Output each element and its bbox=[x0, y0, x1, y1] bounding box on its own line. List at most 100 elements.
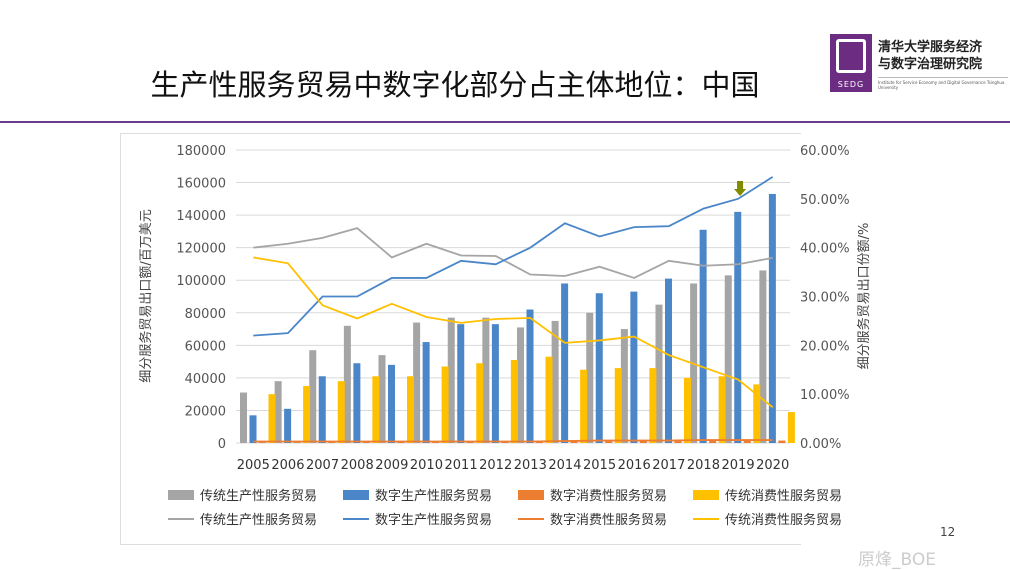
legend-label: 数字消费性服务贸易 bbox=[550, 488, 667, 504]
x-tick-label: 2017 bbox=[652, 458, 685, 473]
x-tick-label: 2018 bbox=[687, 458, 720, 473]
x-tick-label: 2020 bbox=[756, 458, 789, 473]
bar-3 bbox=[476, 363, 484, 443]
bar-1 bbox=[318, 376, 326, 443]
x-tick-label: 2012 bbox=[479, 458, 512, 473]
y2-tick-label: 0.00% bbox=[800, 437, 841, 452]
arrow-annotation bbox=[734, 181, 747, 196]
bar-0 bbox=[620, 329, 628, 443]
legend-label: 数字生产性服务贸易 bbox=[375, 512, 492, 528]
y-tick-label: 0 bbox=[218, 437, 226, 452]
x-tick-label: 2015 bbox=[583, 458, 616, 473]
bar-3 bbox=[545, 356, 553, 443]
bar-3 bbox=[407, 376, 414, 443]
bar-3 bbox=[372, 376, 380, 443]
y2-tick-label: 40.00% bbox=[800, 242, 850, 257]
x-tick-label: 2008 bbox=[341, 458, 374, 473]
bar-2 bbox=[743, 440, 751, 443]
bar-3 bbox=[753, 384, 761, 443]
y2-tick-label: 10.00% bbox=[800, 388, 850, 403]
legend-bar-swatch bbox=[168, 490, 194, 500]
legend-label: 数字生产性服务贸易 bbox=[375, 488, 492, 504]
x-tick-label: 2014 bbox=[548, 458, 581, 473]
x-tick-label: 2013 bbox=[514, 458, 547, 473]
bar-1 bbox=[526, 309, 534, 443]
y2-tick-label: 50.00% bbox=[800, 193, 850, 208]
y2-tick-label: 60.00% bbox=[800, 144, 850, 159]
org-name-line1: 清华大学服务经济 bbox=[878, 40, 983, 55]
bar-3 bbox=[337, 381, 345, 443]
bar-0 bbox=[482, 317, 490, 443]
bar-1 bbox=[284, 408, 292, 443]
x-tick-label: 2011 bbox=[445, 458, 478, 473]
bar-2 bbox=[674, 441, 682, 443]
bar-3 bbox=[649, 368, 657, 443]
x-tick-label: 2016 bbox=[618, 458, 651, 473]
bar-3 bbox=[614, 368, 622, 443]
legend-bar-swatch bbox=[343, 490, 369, 500]
y-tick-label: 40000 bbox=[185, 372, 226, 387]
bar-2 bbox=[709, 440, 717, 443]
legend-bar-swatch bbox=[518, 490, 544, 500]
bar-2 bbox=[259, 442, 266, 443]
y-axis-title: 细分服务贸易出口额/百万美元 bbox=[138, 209, 154, 382]
org-name-line2: 与数字治理研究院 bbox=[878, 57, 983, 72]
y-tick-label: 120000 bbox=[176, 242, 226, 257]
bar-1 bbox=[665, 278, 672, 443]
bar-0 bbox=[413, 322, 421, 443]
bar-3 bbox=[268, 394, 276, 443]
bar-1 bbox=[353, 363, 361, 443]
legend-label: 传统生产性服务贸易 bbox=[200, 488, 317, 504]
org-name-en: Institute for Service Economy and Digita… bbox=[878, 77, 1008, 90]
title-divider bbox=[0, 121, 1010, 123]
bar-0 bbox=[343, 325, 351, 443]
bar-2 bbox=[605, 441, 613, 443]
chart-frame bbox=[120, 133, 801, 545]
y-tick-label: 60000 bbox=[185, 339, 226, 354]
y-tick-label: 80000 bbox=[185, 307, 226, 322]
bar-3 bbox=[441, 366, 449, 443]
sedg-logo: SEDG bbox=[830, 34, 872, 92]
line-series-2 bbox=[253, 439, 773, 443]
bar-1 bbox=[457, 324, 465, 443]
bar-0 bbox=[517, 327, 524, 443]
legend-bar-swatch bbox=[693, 490, 719, 500]
legend-label: 传统生产性服务贸易 bbox=[200, 512, 317, 528]
bar-3 bbox=[787, 412, 795, 443]
bar-0 bbox=[655, 304, 663, 443]
y-tick-label: 140000 bbox=[176, 209, 226, 224]
bar-1 bbox=[422, 342, 430, 443]
bar-1 bbox=[630, 291, 638, 443]
bar-0 bbox=[586, 312, 594, 443]
x-tick-label: 2005 bbox=[237, 458, 270, 473]
y-tick-label: 20000 bbox=[185, 404, 226, 419]
bar-3 bbox=[718, 376, 726, 443]
x-tick-label: 2009 bbox=[375, 458, 408, 473]
line-series-1 bbox=[253, 176, 774, 337]
bar-1 bbox=[561, 283, 569, 443]
watermark: 原烽_BOE bbox=[858, 550, 936, 570]
x-tick-label: 2010 bbox=[410, 458, 443, 473]
legend-label: 传统消费性服务贸易 bbox=[725, 488, 842, 504]
bar-3 bbox=[684, 377, 691, 443]
legend-label: 传统消费性服务贸易 bbox=[725, 512, 842, 528]
y2-axis-title: 细分服务贸易出口份额/% bbox=[856, 223, 872, 370]
bar-1 bbox=[768, 193, 776, 443]
slide-title: 生产性服务贸易中数字化部分占主体地位：中国 bbox=[150, 68, 760, 102]
bar-1 bbox=[734, 211, 742, 443]
bar-2 bbox=[328, 442, 336, 443]
bar-3 bbox=[303, 386, 311, 443]
bar-2 bbox=[570, 441, 578, 443]
y2-tick-label: 20.00% bbox=[800, 339, 850, 354]
bar-1 bbox=[491, 324, 499, 443]
bar-0 bbox=[759, 270, 767, 443]
line-series-3 bbox=[253, 256, 774, 409]
line-series-0 bbox=[253, 227, 773, 279]
bar-0 bbox=[274, 381, 282, 443]
bar-0 bbox=[447, 317, 455, 443]
bar-0 bbox=[240, 392, 247, 443]
y2-tick-label: 30.00% bbox=[800, 291, 850, 306]
bar-1 bbox=[699, 229, 707, 443]
bar-1 bbox=[388, 364, 395, 443]
